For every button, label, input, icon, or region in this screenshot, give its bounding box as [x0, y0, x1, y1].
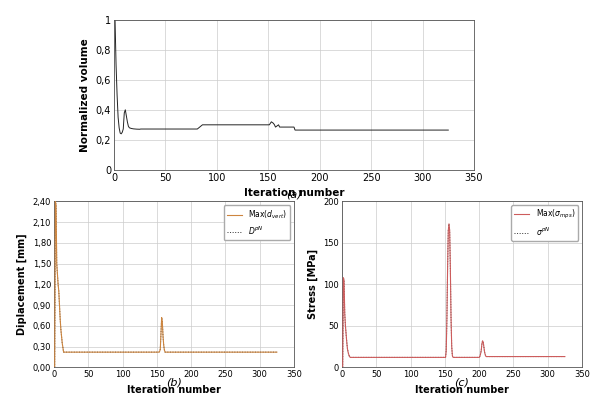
Max($\sigma_{mps}$) [365, 355, 373, 360]
Text: (c): (c) [455, 377, 469, 387]
Legend: Max($\sigma_{mps}$), $\sigma^{pN}$: Max($\sigma_{mps}$), $\sigma^{pN}$ [511, 205, 578, 241]
$D^{pN}$ [273, 350, 280, 355]
$\sigma^{pN}$ [383, 355, 391, 360]
Max($\sigma_{mps}$) [561, 354, 568, 359]
X-axis label: Iteration number: Iteration number [415, 385, 509, 395]
Max($d_{vert}$) [78, 350, 85, 355]
Max($d_{vert}$) [250, 350, 257, 355]
$\sigma^{pN}$ [339, 365, 346, 370]
$\sigma^{pN}$ [561, 354, 568, 359]
Max($\sigma_{mps}$) [400, 355, 407, 360]
Line: $\sigma^{pN}$: $\sigma^{pN}$ [343, 224, 565, 367]
Line: Max($d_{vert}$): Max($d_{vert}$) [55, 201, 277, 367]
Max($d_{vert}$) [95, 350, 102, 355]
$D^{pN}$ [52, 199, 59, 204]
X-axis label: Iteration number: Iteration number [244, 188, 344, 198]
Max($\sigma_{mps}$) [445, 222, 452, 226]
$\sigma^{pN}$ [445, 222, 452, 226]
$\sigma^{pN}$ [538, 354, 545, 359]
Max($d_{vert}$) [51, 365, 58, 370]
Y-axis label: Stress [MPa]: Stress [MPa] [308, 249, 318, 320]
$D^{pN}$ [97, 350, 104, 355]
$\sigma^{pN}$ [382, 355, 389, 360]
Text: (a): (a) [286, 190, 302, 199]
Max($\sigma_{mps}$) [339, 365, 346, 370]
Max($d_{vert}$) [245, 350, 253, 355]
$\sigma^{pN}$ [365, 355, 373, 360]
Max($\sigma_{mps}$) [533, 354, 541, 359]
Max($d_{vert}$) [97, 350, 104, 355]
Text: (b): (b) [166, 377, 182, 387]
Line: $D^{pN}$: $D^{pN}$ [55, 201, 277, 367]
X-axis label: Iteration number: Iteration number [127, 385, 221, 395]
$D^{pN}$ [245, 350, 253, 355]
Max($\sigma_{mps}$) [382, 355, 389, 360]
Y-axis label: Diplacement [mm]: Diplacement [mm] [17, 233, 27, 335]
Max($\sigma_{mps}$) [538, 354, 545, 359]
Legend: Max($d_{vert}$), $D^{pN}$: Max($d_{vert}$), $D^{pN}$ [224, 205, 290, 240]
Max($d_{vert}$) [52, 199, 59, 204]
Y-axis label: Normalized volume: Normalized volume [80, 38, 90, 152]
Max($d_{vert}$) [112, 350, 119, 355]
$\sigma^{pN}$ [400, 355, 407, 360]
$D^{pN}$ [51, 365, 58, 370]
Max($d_{vert}$) [273, 350, 280, 355]
$D^{pN}$ [95, 350, 102, 355]
$\sigma^{pN}$ [533, 354, 541, 359]
$D^{pN}$ [112, 350, 119, 355]
$D^{pN}$ [78, 350, 85, 355]
Max($\sigma_{mps}$) [383, 355, 391, 360]
$D^{pN}$ [250, 350, 257, 355]
Line: Max($\sigma_{mps}$): Max($\sigma_{mps}$) [343, 224, 565, 367]
